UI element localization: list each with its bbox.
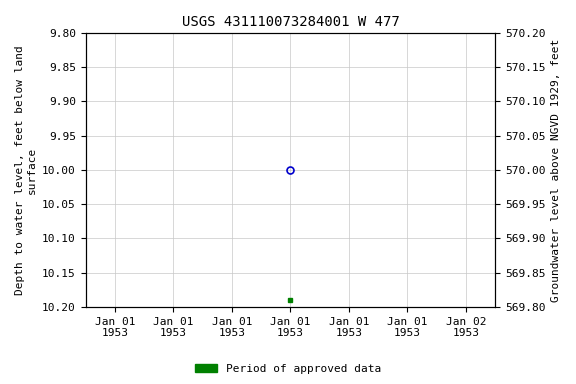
Y-axis label: Groundwater level above NGVD 1929, feet: Groundwater level above NGVD 1929, feet (551, 38, 561, 301)
Y-axis label: Depth to water level, feet below land
surface: Depth to water level, feet below land su… (15, 45, 37, 295)
Title: USGS 431110073284001 W 477: USGS 431110073284001 W 477 (181, 15, 399, 29)
Legend: Period of approved data: Period of approved data (191, 359, 385, 379)
